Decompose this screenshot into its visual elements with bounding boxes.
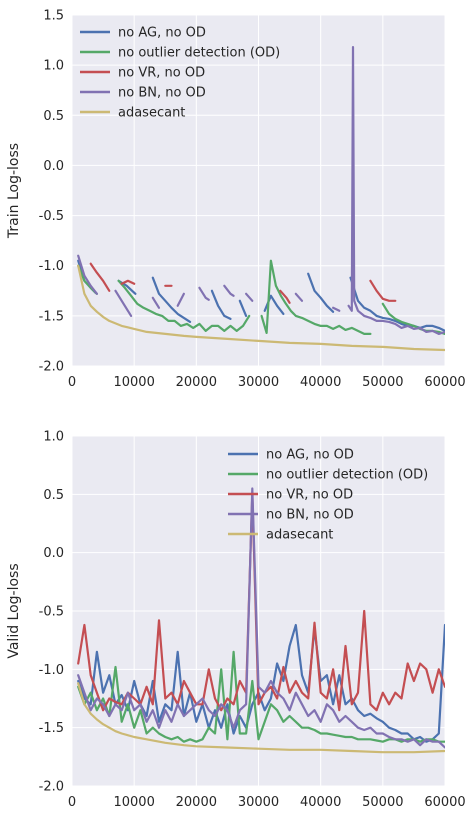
series-line-no-bn-no-od [77,254,99,295]
y-tick-label: -2.0 [39,780,64,795]
legend-label-no-vr-no-od: no VR, no OD [266,488,353,503]
y-tick-label: 0.5 [43,488,64,503]
series-line-no-bn-no-od [245,292,254,302]
legend: no AG, no OD no outlier detection (OD) no … [80,26,280,121]
series-line-no-outlier-detection-od [260,259,372,335]
series-line-no-vr-no-od [120,279,136,285]
series-line-no-bn-no-od [347,45,445,335]
x-tick-label: 30000 [238,375,279,390]
y-tick-label: -0.5 [39,605,64,620]
y-axis-label: Train Log-loss [6,143,22,239]
legend-label-no-bn-no-od: no BN, no OD [266,508,354,523]
x-tick-label: 10000 [113,375,154,390]
series-line-no-ag-no-od [210,289,232,320]
series-line-no-ag-no-od [151,276,192,323]
x-tick-label: 40000 [300,795,341,810]
legend-label-no-outlier-detection-od: no outlier detection (OD) [118,46,280,61]
y-tick-label: -1.5 [39,721,64,736]
series-line-no-bn-no-od [114,289,133,317]
x-tick-label: 50000 [362,795,403,810]
x-tick-label: 60000 [424,795,465,810]
y-tick-label: 0.5 [43,109,64,124]
legend-label-adasecant: adasecant [118,106,185,121]
x-tick-label: 10000 [113,795,154,810]
legend-label-no-ag-no-od: no AG, no OD [266,448,354,463]
legend: no AG, no OD no outlier detection (OD) no … [228,448,428,543]
series-line-no-ag-no-od [238,299,248,317]
series-line-no-ag-no-od [349,276,445,332]
series-line-no-bn-no-od [198,286,210,301]
series-group [77,45,445,352]
series-line-no-bn-no-od [77,487,445,749]
series-line-no-bn-no-od [332,306,341,312]
y-tick-label: -1.0 [39,663,64,678]
y-tick-label: -2.0 [39,360,64,375]
y-tick-label: 1.0 [43,59,64,74]
series-line-no-outlier-detection-od [117,279,251,332]
series-line-no-vr-no-od [369,279,397,302]
y-tick-label: 0.0 [43,546,64,561]
series-line-adasecant [77,264,445,352]
legend-label-no-ag-no-od: no AG, no OD [118,26,206,41]
x-tick-label: 60000 [424,375,465,390]
x-tick-label: 0 [68,795,76,810]
y-tick-label: -1.0 [39,259,64,274]
series-line-no-outlier-detection-od [77,650,445,743]
legend-label-no-outlier-detection-od: no outlier detection (OD) [266,468,428,483]
chart-1: 0 10000 20000 30000 40000 50000 60000 -2.0 -1.5 -… [6,9,466,391]
x-tick-label: 40000 [300,375,341,390]
series-line-no-vr-no-od [279,289,291,304]
series-line-no-bn-no-od [223,284,235,297]
y-tick-label: 1.0 [43,430,64,445]
legend-label-no-vr-no-od: no VR, no OD [118,66,205,81]
series-line-no-bn-no-od [176,292,185,307]
x-tick-label: 20000 [176,795,217,810]
series-line-no-bn-no-od [151,296,161,309]
series-line-no-vr-no-od [77,493,445,712]
series-line-no-bn-no-od [294,292,304,302]
series-line-adasecant [77,682,445,754]
chart-2: 0 10000 20000 30000 40000 50000 60000 -2.0 -1.5 -… [6,430,466,811]
series-line-no-ag-no-od [77,623,445,743]
x-tick-label: 20000 [176,375,217,390]
y-tick-label: 1.5 [43,9,64,24]
x-tick-label: 0 [68,375,76,390]
y-axis-label: Valid Log-loss [6,563,22,658]
series-group [77,487,445,754]
x-tick-label: 30000 [238,795,279,810]
legend-label-adasecant: adasecant [266,528,333,543]
y-tick-label: -0.5 [39,209,64,224]
y-tick-label: 0.0 [43,159,64,174]
legend-label-no-bn-no-od: no BN, no OD [118,86,206,101]
y-tick-label: -1.5 [39,309,64,324]
series-line-no-vr-no-od [89,262,111,292]
x-tick-label: 50000 [362,375,403,390]
series-line-no-ag-no-od [307,272,335,313]
